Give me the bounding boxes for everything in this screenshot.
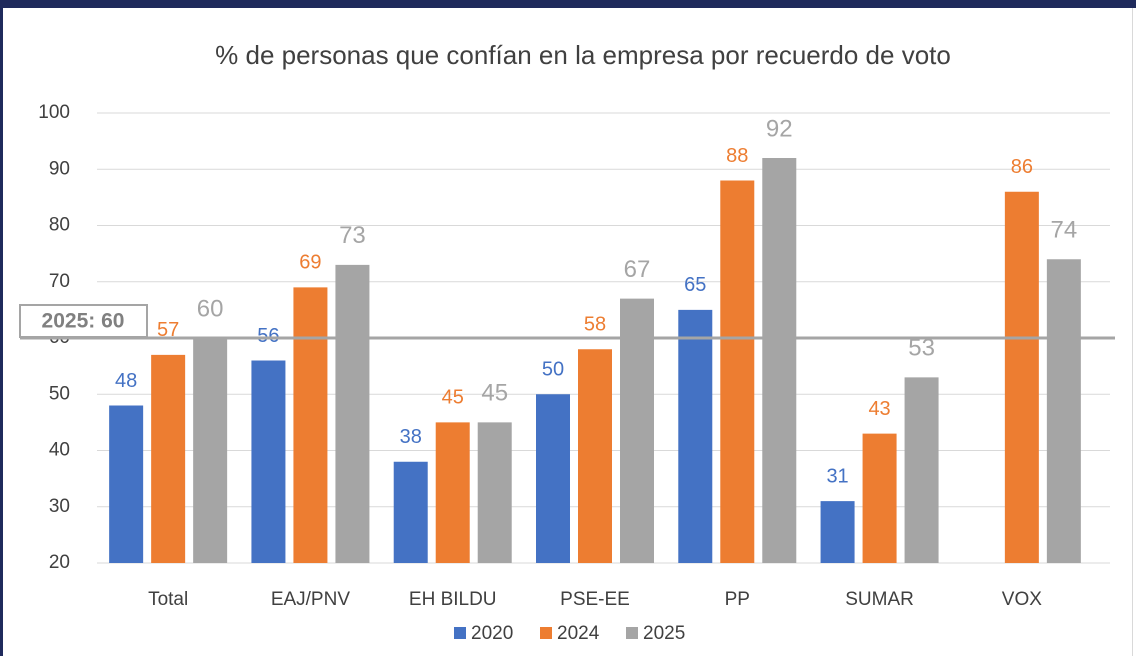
legend-swatch <box>454 627 466 639</box>
bar <box>578 349 612 563</box>
bar <box>1004 191 1039 563</box>
bar <box>762 158 797 563</box>
data-label: 65 <box>684 274 706 296</box>
legend-swatch <box>540 627 552 639</box>
bar <box>720 180 755 563</box>
x-tick-label: VOX <box>1002 589 1042 610</box>
data-label: 67 <box>624 256 651 283</box>
data-label: 45 <box>481 380 508 407</box>
chart-title: % de personas que confían en la empresa … <box>215 40 951 70</box>
bar <box>435 422 470 563</box>
legend-label: 2025 <box>643 623 685 644</box>
bar <box>193 338 228 563</box>
left-border <box>0 0 3 656</box>
data-label: 60 <box>197 295 224 322</box>
bar <box>904 377 939 563</box>
right-border <box>1132 8 1133 656</box>
data-label: 92 <box>766 115 793 142</box>
x-tick-label: EH BILDU <box>409 589 497 610</box>
reference-label: 2025: 60 <box>42 310 125 333</box>
data-label: 74 <box>1051 217 1078 244</box>
bar <box>620 298 654 563</box>
x-tick-label: PSE-EE <box>560 589 630 610</box>
data-label: 50 <box>542 359 564 381</box>
y-tick-label: 80 <box>49 215 70 236</box>
y-tick-label: 50 <box>49 383 70 404</box>
reference-label-box <box>19 304 148 338</box>
y-tick-label: 90 <box>49 158 70 179</box>
bar <box>293 287 328 563</box>
bar <box>151 354 186 563</box>
data-label: 58 <box>584 314 606 336</box>
data-label: 45 <box>442 387 464 409</box>
y-tick-label: 40 <box>49 440 70 461</box>
bar <box>536 394 570 563</box>
x-tick-label: EAJ/PNV <box>271 589 351 610</box>
legend-label: 2020 <box>471 623 513 644</box>
data-label: 43 <box>868 398 890 420</box>
data-label: 31 <box>826 465 848 487</box>
bar <box>820 501 855 563</box>
y-tick-label: 30 <box>49 496 70 517</box>
x-tick-label: PP <box>725 589 750 610</box>
bar <box>477 422 512 563</box>
data-label: 88 <box>726 145 748 167</box>
legend-label: 2024 <box>557 623 600 644</box>
bar <box>109 405 144 563</box>
data-label: 48 <box>115 370 137 392</box>
x-tick-label: Total <box>148 589 188 610</box>
data-label: 56 <box>257 325 279 347</box>
data-label: 69 <box>299 252 321 274</box>
bar <box>335 264 370 563</box>
y-tick-label: 70 <box>49 271 70 292</box>
data-label: 73 <box>339 222 366 249</box>
bar <box>251 360 286 563</box>
data-label: 38 <box>400 426 422 448</box>
bar <box>1046 259 1081 563</box>
y-tick-label: 100 <box>38 102 70 123</box>
top-border <box>0 0 1136 8</box>
data-label: 86 <box>1011 156 1033 178</box>
bar <box>393 461 428 563</box>
bar <box>862 433 897 563</box>
legend-swatch <box>626 627 638 639</box>
x-tick-label: SUMAR <box>845 589 914 610</box>
data-label: 57 <box>157 319 179 341</box>
y-tick-label: 20 <box>49 552 70 573</box>
bar <box>678 309 713 563</box>
